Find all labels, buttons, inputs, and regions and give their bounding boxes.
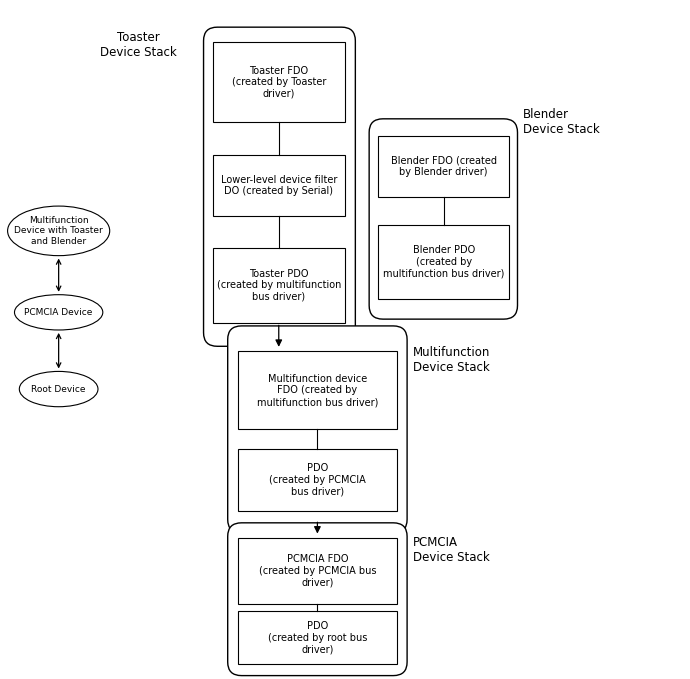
Text: Toaster PDO
(created by multifunction
bus driver): Toaster PDO (created by multifunction bu…	[217, 269, 341, 301]
Bar	[238, 351, 397, 429]
Text: Toaster FDO
(created by Toaster
driver): Toaster FDO (created by Toaster driver)	[232, 66, 326, 98]
Bar	[213, 155, 345, 216]
Text: Multifunction
Device Stack: Multifunction Device Stack	[413, 346, 490, 374]
Bar	[238, 449, 397, 511]
FancyBboxPatch shape	[204, 27, 355, 346]
Text: PCMCIA FDO
(created by PCMCIA bus
driver): PCMCIA FDO (created by PCMCIA bus driver…	[259, 555, 376, 587]
Bar	[238, 611, 397, 664]
Text: Blender FDO (created
by Blender driver): Blender FDO (created by Blender driver)	[391, 155, 497, 177]
Bar	[213, 248, 345, 323]
Ellipse shape	[14, 295, 103, 330]
Text: Blender PDO
(created by
multifunction bus driver): Blender PDO (created by multifunction bu…	[383, 246, 504, 278]
FancyBboxPatch shape	[228, 326, 407, 533]
Text: Multifunction
Device with Toaster
and Blender: Multifunction Device with Toaster and Bl…	[14, 216, 103, 246]
Text: PDO
(created by PCMCIA
bus driver): PDO (created by PCMCIA bus driver)	[269, 464, 366, 496]
Text: Toaster
Device Stack: Toaster Device Stack	[99, 31, 177, 58]
Text: Root Device: Root Device	[32, 384, 86, 394]
Text: Lower-level device filter
DO (created by Serial): Lower-level device filter DO (created by…	[221, 175, 337, 196]
Text: PCMCIA Device: PCMCIA Device	[24, 308, 93, 317]
Ellipse shape	[19, 371, 98, 407]
Bar	[238, 538, 397, 604]
Bar	[213, 42, 345, 122]
Bar	[378, 136, 509, 197]
FancyBboxPatch shape	[369, 119, 518, 319]
Ellipse shape	[8, 206, 110, 255]
Bar	[378, 225, 509, 299]
FancyBboxPatch shape	[228, 523, 407, 676]
Text: Blender
Device Stack: Blender Device Stack	[523, 108, 600, 136]
Text: PDO
(created by root bus
driver): PDO (created by root bus driver)	[268, 621, 367, 654]
Text: Multifunction device
FDO (created by
multifunction bus driver): Multifunction device FDO (created by mul…	[257, 374, 378, 407]
Text: PCMCIA
Device Stack: PCMCIA Device Stack	[413, 536, 489, 564]
